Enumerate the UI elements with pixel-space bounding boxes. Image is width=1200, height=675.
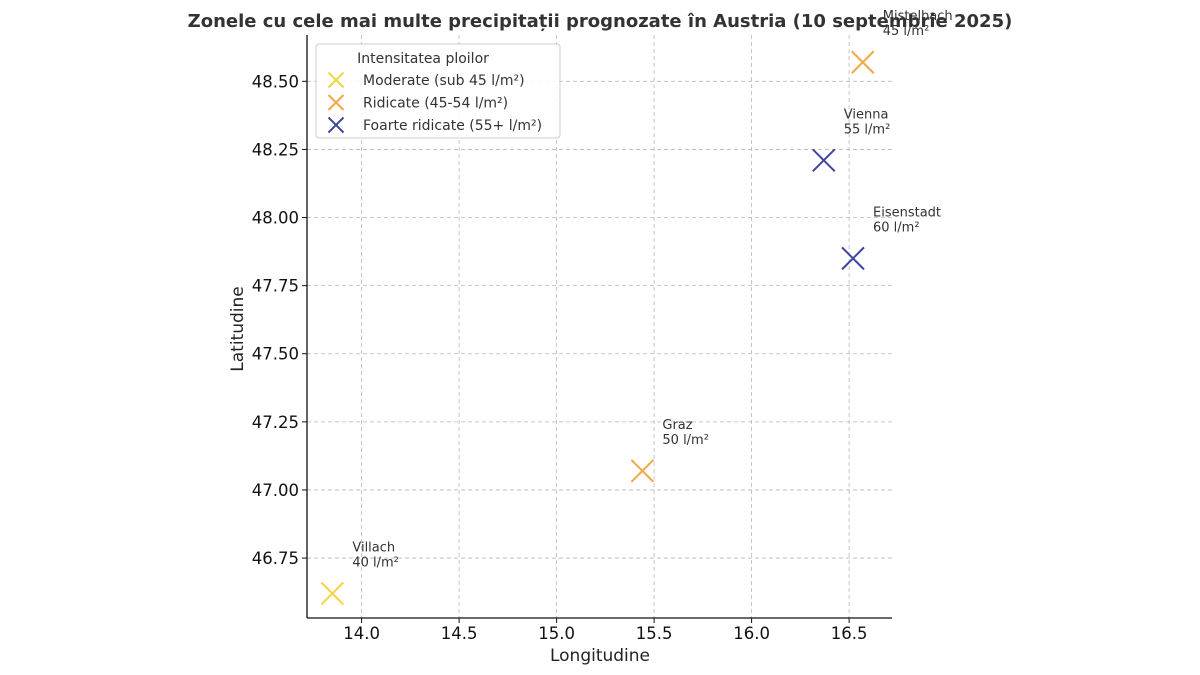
chart-title: Zonele cu cele mai multe precipitații pr… [188,11,1013,32]
y-tick-label: 47.25 [252,413,299,432]
x-tick-label: 14.0 [343,624,380,643]
tick-labels: 14.0 14.5 15.0 15.5 16.0 16.5 46.75 47.00 47.25 4… [252,72,868,643]
legend: Intensitatea ploilor Moderate (sub 45 l/m… [315,43,561,139]
point-name-label: Eisenstadt [873,205,941,220]
data-point-eisenstadt [841,246,865,271]
point-name-label: Mistelbach [883,9,953,24]
x-axis-label: Longitudine [550,646,650,666]
x-tick-label: 15.5 [636,624,673,643]
data-point-villach [320,581,345,606]
y-tick-label: 47.00 [252,481,299,500]
legend-entry-label: Ridicate (45-54 l/m²) [363,96,508,112]
point-value-label: 50 l/m² [662,433,709,448]
point-name-label: Vienna [844,107,889,122]
y-tick-label: 47.75 [252,277,299,296]
data-point-mistelbach [851,50,875,74]
axes-layer [302,35,892,623]
y-tick-label: 48.00 [252,209,299,228]
x-tick-label: 14.5 [441,624,478,643]
legend-marker-icon [327,116,345,134]
data-point-graz [630,459,655,483]
y-tick-label: 48.50 [252,72,299,91]
legend-marker-icon [327,71,345,89]
point-name-label: Villach [352,540,395,555]
y-tick-label: 46.75 [252,549,299,568]
y-tick-label: 47.50 [252,345,299,364]
point-name-label: Graz [662,418,692,433]
legend-box [315,43,561,139]
point-value-label: 40 l/m² [352,555,399,570]
y-tick-label: 48.25 [252,140,299,159]
x-tick-label: 15.0 [538,624,575,643]
legend-entry-label: Foarte ridicate (55+ l/m²) [363,118,542,134]
point-value-label: 60 l/m² [873,220,920,235]
point-value-label: 45 l/m² [883,24,930,39]
x-tick-label: 16.0 [733,624,770,643]
legend-entry-label: Moderate (sub 45 l/m²) [363,73,525,89]
legend-marker-icon [327,94,345,111]
data-point-vienna [812,148,836,173]
x-tick-label: 16.5 [831,624,868,643]
y-axis-label: Latitudine [228,286,248,371]
legend-title: Intensitatea ploilor [357,51,489,67]
point-value-label: 55 l/m² [844,122,891,137]
grid-layer [307,35,892,618]
